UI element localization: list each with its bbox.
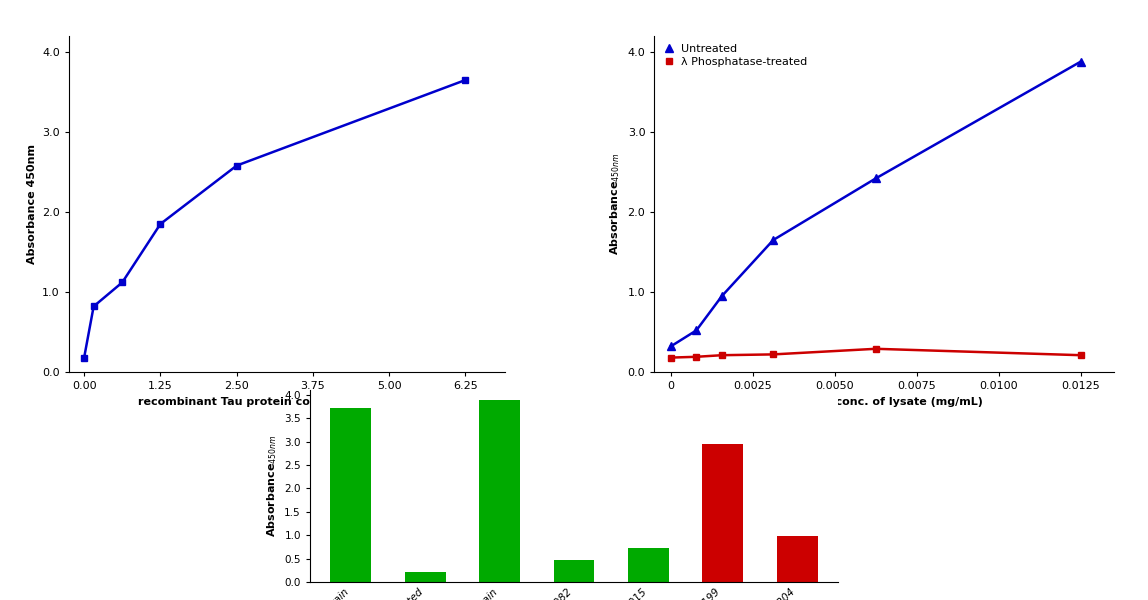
Untreated bbox=[869, 175, 883, 182]
Untreated bbox=[715, 292, 729, 299]
Bar bbox=[777, 536, 817, 582]
λ Phosphatase-treated bbox=[690, 353, 704, 361]
Bar bbox=[331, 408, 371, 582]
λ Phosphatase-treated bbox=[767, 351, 781, 358]
Untreated bbox=[664, 343, 677, 350]
Untreated bbox=[767, 236, 781, 244]
Bar bbox=[479, 400, 520, 582]
λ Phosphatase-treated bbox=[1073, 352, 1087, 359]
Bar bbox=[703, 444, 743, 582]
Line: λ Phosphatase-treated: λ Phosphatase-treated bbox=[667, 346, 1084, 361]
Untreated bbox=[1073, 58, 1087, 65]
Y-axis label: Absorbance$_{450nm}$: Absorbance$_{450nm}$ bbox=[608, 152, 622, 256]
λ Phosphatase-treated bbox=[869, 345, 883, 352]
X-axis label: Protein conc. of lysate (mg/mL): Protein conc. of lysate (mg/mL) bbox=[785, 397, 983, 407]
Bar bbox=[628, 548, 669, 582]
Bar bbox=[553, 560, 595, 582]
Line: Untreated: Untreated bbox=[667, 58, 1085, 350]
λ Phosphatase-treated bbox=[715, 352, 729, 359]
Y-axis label: Absorbance 450nm: Absorbance 450nm bbox=[26, 144, 37, 264]
λ Phosphatase-treated bbox=[664, 354, 677, 361]
Y-axis label: Absorbance$_{450nm}$: Absorbance$_{450nm}$ bbox=[265, 434, 279, 538]
Untreated bbox=[690, 327, 704, 334]
X-axis label: recombinant Tau protein concentration [ng/mL]: recombinant Tau protein concentration [n… bbox=[139, 397, 435, 407]
Legend: Untreated, λ Phosphatase-treated: Untreated, λ Phosphatase-treated bbox=[660, 41, 809, 70]
Bar bbox=[405, 572, 445, 582]
